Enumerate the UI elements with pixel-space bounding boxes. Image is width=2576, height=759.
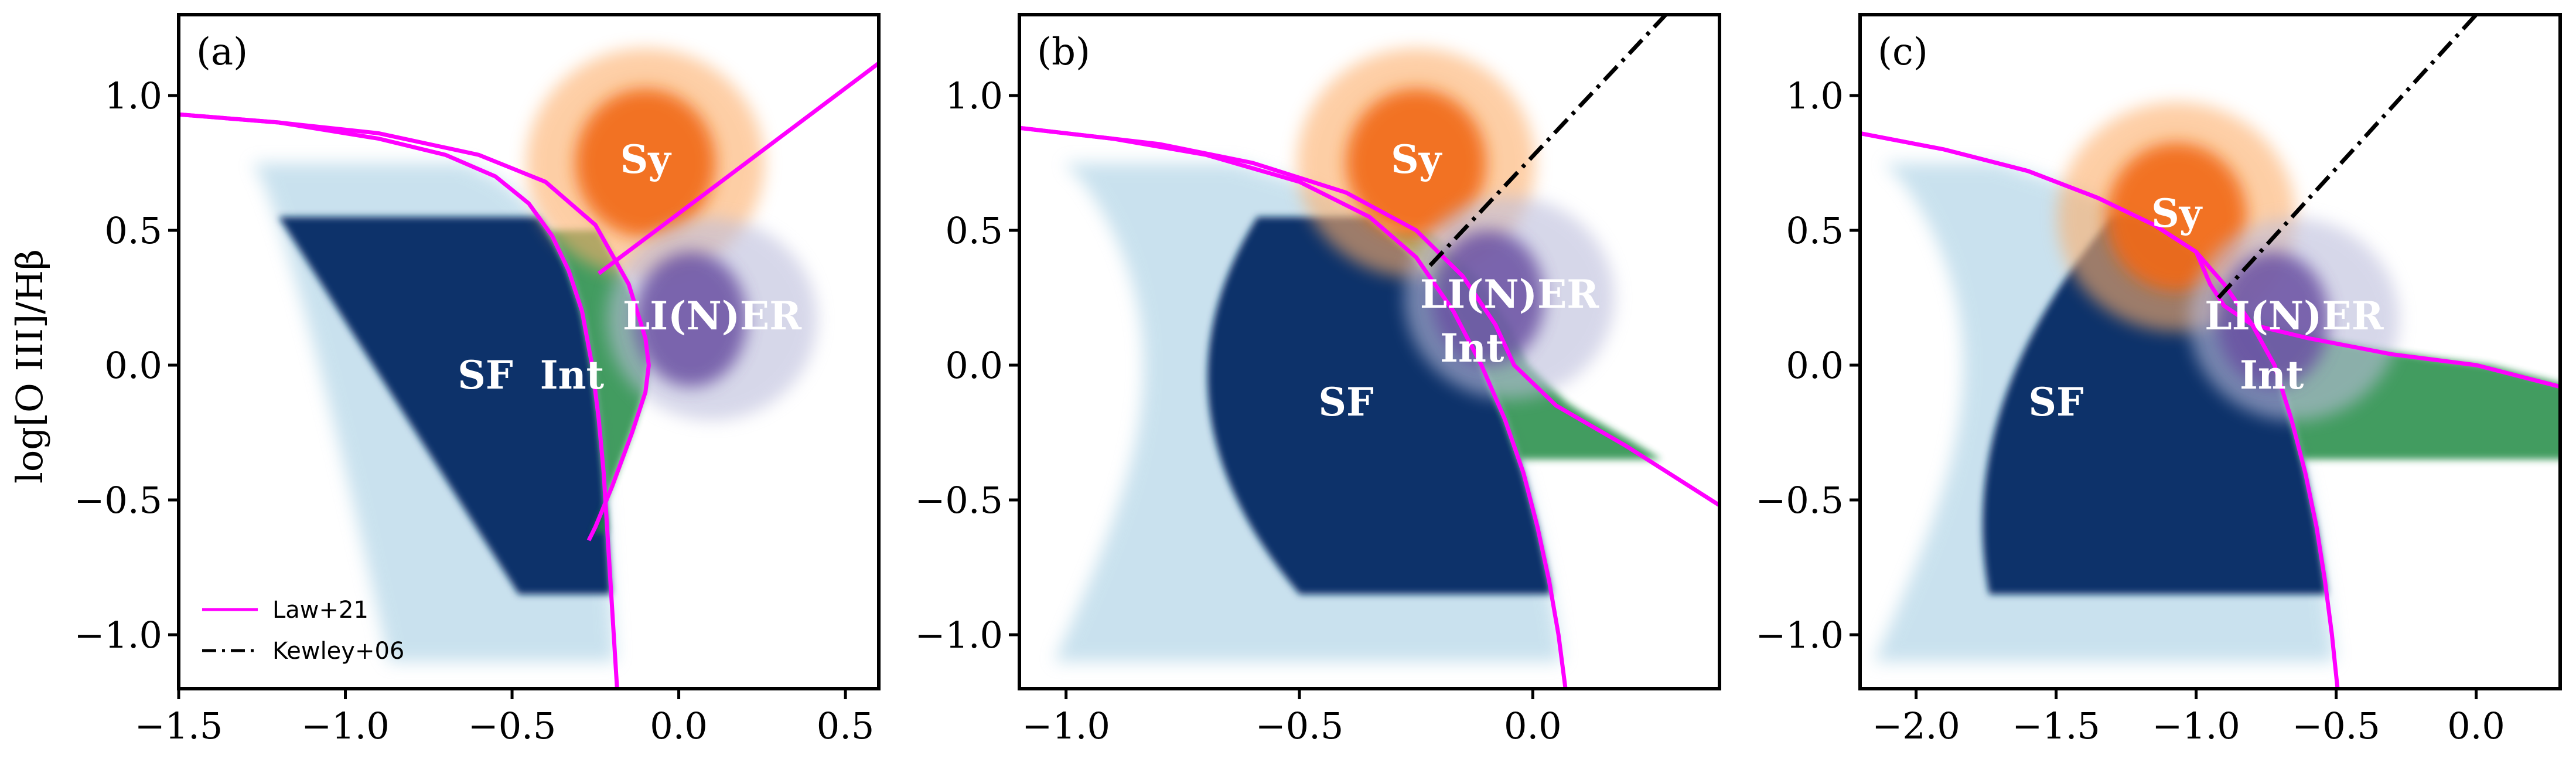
region-label-sy: Sy (620, 137, 672, 182)
liner-core (1432, 230, 1545, 365)
legend-label-law-21: Law+21 (272, 597, 369, 624)
x-tick-label: −1.5 (2012, 704, 2100, 747)
line-law-21-1 (1019, 125, 1719, 508)
region-label-li-n-er: LI(N)ER (623, 293, 802, 339)
panel-3: SF Int Sy LI(N)ER (c) −2.0 −1.5 −1.0 −0.5 0.0 −1.0… (1755, 13, 2562, 747)
region-label-int: Int (1440, 325, 1504, 371)
y-axis-label: log[O III]/Hβ (8, 249, 51, 484)
region-label-int: Int (2240, 352, 2304, 398)
density-clouds (1874, 102, 2560, 662)
line-law-21-1 (1860, 131, 2560, 389)
liner-core (2217, 251, 2329, 387)
y-tick-label: −1.0 (74, 614, 162, 656)
region-label-sf: SF (1318, 379, 1374, 425)
axes-frame (177, 13, 881, 690)
region-label-sy: Sy (2151, 190, 2203, 236)
y-tick-label: −1.0 (915, 614, 1003, 656)
x-tick-label: −0.5 (468, 704, 557, 747)
panel-label: (a) (196, 30, 248, 74)
y-tick-label: 0.5 (945, 209, 1003, 252)
liner-core (635, 251, 748, 387)
legend-label-kewley-06: Kewley+06 (272, 638, 404, 665)
x-tick-label: −1.0 (1022, 704, 1110, 747)
sf-core (1207, 217, 1552, 594)
panel-label: (b) (1037, 30, 1090, 74)
x-tick-label: 0.0 (1504, 704, 1562, 747)
legend: Law+21 Kewley+06 (202, 597, 404, 665)
x-tick-label: −0.5 (1255, 704, 1344, 747)
region-label-sf: SF (458, 352, 513, 398)
line-law-21-0 (1019, 125, 1568, 689)
y-tick-label: −0.5 (1755, 479, 1844, 522)
density-clouds (253, 48, 817, 662)
x-tick-label: −1.0 (301, 704, 390, 747)
plot-area: SF Int Sy LI(N)ER (1860, 15, 2560, 689)
density-clouds (1054, 48, 1661, 662)
panel-1: SF Int Sy LI(N)ER (a) −1.5 −1.0 −0.5 0.0 0.5 −1.0 −… (74, 13, 881, 747)
line-law-21-2 (597, 62, 879, 275)
x-tick-label: −1.0 (2152, 704, 2240, 747)
panels: SF Int Sy LI(N)ER (a) −1.5 −1.0 −0.5 0.0 0.5 −1.0 −… (74, 13, 2562, 747)
x-tick-label: −0.5 (2292, 704, 2380, 747)
region-label-int: Int (540, 352, 605, 398)
sy-core (575, 89, 716, 237)
region-label-sf: SF (2028, 379, 2084, 425)
plot-area: SF Int Sy LI(N)ER (1019, 15, 1719, 689)
y-tick-label: 0.5 (104, 209, 162, 252)
x-tick-label: −1.5 (135, 704, 223, 747)
y-tick-label: 0.0 (1786, 344, 1844, 387)
y-tick-label: 1.0 (1786, 74, 1844, 117)
line-kewley-06-2 (2217, 15, 2478, 299)
y-tick-label: −0.5 (915, 479, 1003, 522)
y-tick-label: 0.0 (104, 344, 162, 387)
y-tick-label: −0.5 (74, 479, 162, 522)
y-tick-label: 0.0 (945, 344, 1003, 387)
region-label-sy: Sy (1391, 137, 1442, 182)
line-law-21-0 (179, 112, 619, 689)
x-tick-label: 0.5 (817, 704, 875, 747)
panel-label: (c) (1878, 30, 1928, 74)
line-kewley-06-2 (1428, 15, 1667, 267)
x-tick-label: 0.0 (2447, 704, 2505, 747)
y-tick-label: 1.0 (104, 74, 162, 117)
axes-frame (1018, 13, 1721, 690)
plot-area: SF Int Sy LI(N)ER (179, 48, 879, 689)
region-label-li-n-er: LI(N)ER (2205, 293, 2384, 339)
y-tick-label: −1.0 (1755, 614, 1844, 656)
sy-core (1346, 89, 1486, 237)
region-label-li-n-er: LI(N)ER (1420, 271, 1599, 317)
line-law-21-1 (179, 112, 651, 542)
panel-2: SF Int Sy LI(N)ER (b) −1.0 −0.5 0.0 −1.0 −0.5 0.0 0… (915, 13, 1721, 747)
sy-core (2106, 142, 2247, 291)
sf-core (278, 217, 612, 594)
axes-frame (1858, 13, 2562, 690)
x-tick-label: 0.0 (650, 704, 708, 747)
y-tick-label: 1.0 (945, 74, 1003, 117)
x-tick-label: −2.0 (1872, 704, 1960, 747)
y-tick-label: 0.5 (1786, 209, 1844, 252)
